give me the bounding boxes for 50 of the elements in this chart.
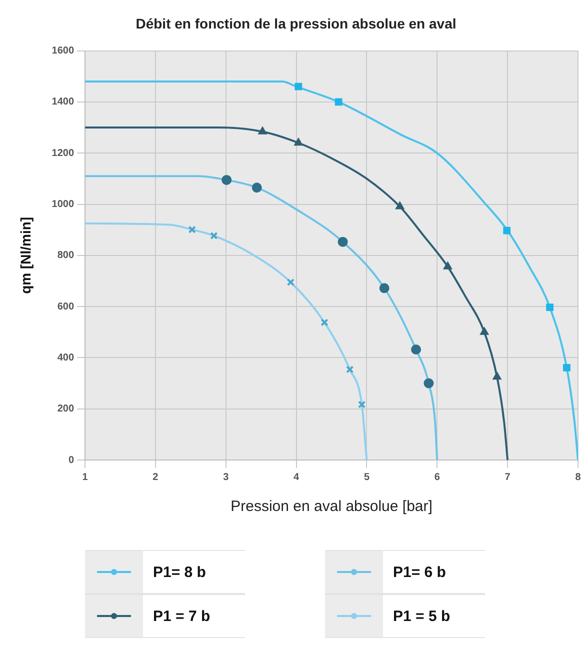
point (294, 82, 302, 90)
x-tick-label: 1 (82, 472, 88, 483)
y-tick-label: 1200 (52, 148, 74, 159)
chart-title: Débit en fonction de la pression absolue en aval (136, 15, 456, 32)
legend-label: P1 = 7 b (152, 608, 210, 624)
x-tick-label: 4 (294, 472, 300, 483)
point (338, 236, 348, 247)
legend-label: P1= 6 b (392, 564, 446, 580)
x-tick-label: 5 (364, 472, 370, 483)
x-tick-label: 3 (223, 472, 230, 483)
point (379, 283, 390, 294)
point (503, 226, 511, 234)
point (546, 304, 554, 311)
point (480, 327, 489, 335)
y-tick-label: 1000 (52, 199, 74, 210)
line-series (85, 175, 438, 460)
point (294, 138, 303, 146)
y-axis-title: qm [Nl/min] (17, 216, 34, 294)
point (443, 262, 452, 270)
legend-label: P1 = 5 b (392, 608, 450, 624)
point (563, 364, 570, 372)
legend-label: P1= 8 b (152, 564, 206, 580)
point (320, 318, 328, 326)
y-tick-label: 200 (57, 404, 74, 415)
y-tick-label: 800 (57, 250, 74, 262)
point (395, 202, 404, 210)
x-tick-label: 6 (434, 472, 440, 483)
line-series (85, 126, 509, 460)
point (334, 98, 342, 106)
y-tick-label: 600 (57, 301, 74, 312)
point (286, 278, 295, 286)
point (252, 182, 262, 193)
point (258, 126, 267, 134)
x-tick-label: 8 (575, 472, 582, 483)
y-tick-label: 1400 (52, 96, 74, 108)
point (358, 400, 366, 408)
point (222, 174, 232, 185)
y-tick-label: 400 (57, 352, 74, 364)
x-axis-title: Pression en aval absolue [bar] (230, 498, 432, 516)
point (210, 232, 218, 240)
y-tick-label: 1600 (52, 46, 74, 57)
x-tick-label: 2 (152, 472, 159, 483)
line-series (85, 222, 368, 460)
point (188, 226, 196, 234)
point (492, 372, 502, 380)
point (424, 378, 434, 388)
point (346, 366, 354, 374)
y-tick-label: 0 (68, 454, 74, 466)
x-tick-label: 7 (504, 472, 511, 483)
point (411, 344, 422, 355)
